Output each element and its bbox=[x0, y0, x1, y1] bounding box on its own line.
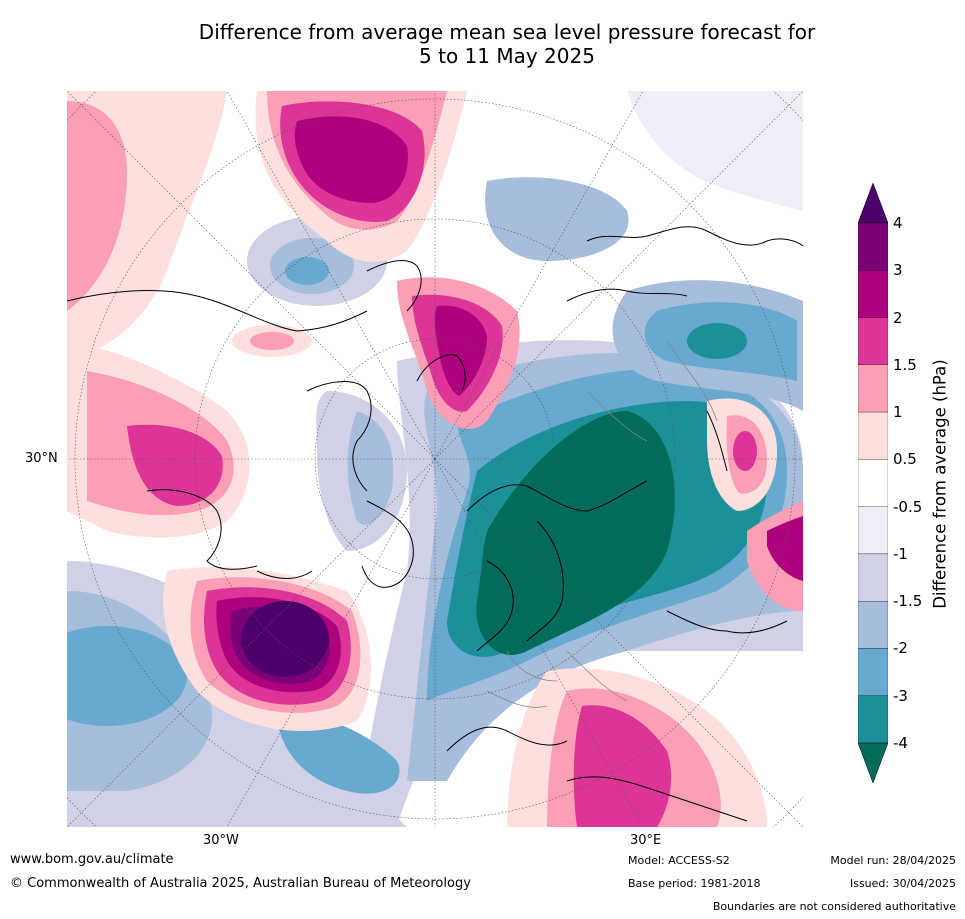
colorbar-tick-label: -1 bbox=[893, 544, 908, 563]
colorbar-tick-label: -3 bbox=[893, 686, 908, 705]
colorbar-band bbox=[857, 601, 889, 649]
colorbar-tick-label: 4 bbox=[893, 214, 903, 232]
colorbar-tick-label: 1 bbox=[893, 403, 903, 422]
colorbar-band bbox=[857, 506, 889, 555]
longitude-label-30e: 30°E bbox=[630, 833, 662, 848]
colorbar-svg bbox=[857, 182, 889, 784]
title-line-2: 5 to 11 May 2025 bbox=[419, 44, 595, 68]
model-run-text: Model run: 28/04/2025 bbox=[830, 854, 956, 867]
website-link[interactable]: www.bom.gov.au/climate bbox=[10, 852, 174, 867]
colorbar-band bbox=[857, 553, 889, 602]
map-svg bbox=[67, 91, 803, 827]
colorbar-tick-label: 2 bbox=[893, 308, 903, 327]
colorbar-tick-label: -4 bbox=[893, 734, 908, 752]
disclaimer-text: Boundaries are not considered authoritat… bbox=[712, 900, 956, 913]
colorbar-tick-label: 0.5 bbox=[893, 450, 917, 469]
country-borders bbox=[486, 340, 718, 708]
copyright-text: © Commonwealth of Australia 2025, Austra… bbox=[10, 876, 471, 891]
colorbar-bottom-triangle bbox=[857, 742, 889, 784]
colorbar bbox=[857, 182, 889, 784]
colorbar-band bbox=[857, 364, 889, 413]
positive-anomaly-regions bbox=[67, 91, 803, 827]
colorbar-tick-label: -2 bbox=[893, 639, 908, 658]
colorbar-band bbox=[857, 695, 889, 744]
colorbar-band bbox=[857, 317, 889, 365]
pressure-anomaly-map bbox=[67, 91, 803, 827]
colorbar-top-triangle bbox=[857, 182, 889, 224]
colorbar-tick-label: 3 bbox=[893, 261, 903, 280]
map-title: Difference from average mean sea level p… bbox=[0, 20, 965, 68]
coastlines bbox=[67, 226, 803, 822]
colorbar-tick-label: -0.5 bbox=[893, 497, 923, 516]
negative-anomaly-regions bbox=[67, 91, 803, 827]
longitude-label-30w: 30°W bbox=[203, 833, 239, 848]
colorbar-tick-label: 1.5 bbox=[893, 355, 917, 374]
latitude-label-30n: 30°N bbox=[25, 451, 58, 466]
colorbar-band bbox=[857, 222, 889, 271]
model-text: Model: ACCESS-S2 bbox=[628, 854, 730, 867]
base-period-text: Base period: 1981-2018 bbox=[628, 877, 761, 890]
issued-text: Issued: 30/04/2025 bbox=[849, 877, 956, 890]
graticule bbox=[67, 91, 803, 827]
title-line-1: Difference from average mean sea level p… bbox=[198, 20, 816, 44]
colorbar-band bbox=[857, 648, 889, 696]
colorbar-band bbox=[857, 459, 889, 507]
colorbar-tick-label: -1.5 bbox=[893, 592, 923, 611]
colorbar-label: Difference from average (hPa) bbox=[930, 359, 950, 609]
colorbar-band bbox=[857, 411, 889, 460]
colorbar-band bbox=[857, 270, 889, 318]
